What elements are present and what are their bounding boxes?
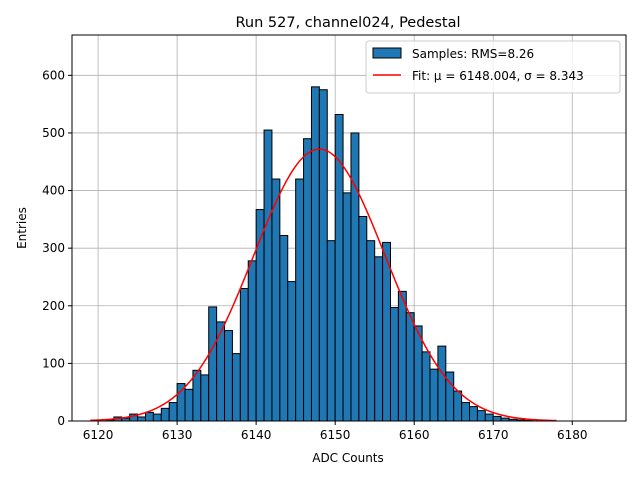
histogram-bar xyxy=(382,241,391,422)
histogram-bar xyxy=(224,330,233,422)
histogram-bar xyxy=(152,413,162,422)
histogram-bar xyxy=(350,132,360,422)
histogram-bar xyxy=(271,178,281,422)
histogram-bar xyxy=(405,312,415,422)
fit-curve xyxy=(90,148,557,422)
histogram-bar xyxy=(342,192,352,422)
y-tick-label: 200 xyxy=(42,299,65,313)
histogram-bar xyxy=(247,260,257,422)
histogram-bar xyxy=(461,402,471,422)
legend: Samples: RMS=8.26 Fit: μ = 6148.004, σ =… xyxy=(365,40,621,94)
histogram-bar xyxy=(200,374,210,422)
y-tick-label: 0 xyxy=(57,414,65,428)
y-tick-label: 100 xyxy=(42,356,65,370)
histogram-bar xyxy=(310,86,320,422)
histogram-bar xyxy=(469,406,478,422)
histogram-bar xyxy=(453,390,463,422)
histogram-bar xyxy=(326,240,336,422)
histogram-bar xyxy=(287,281,297,422)
plot-frame xyxy=(71,34,627,422)
legend-samples-label: Samples: RMS=8.26 xyxy=(412,47,534,61)
y-axis-label: Entries xyxy=(15,207,29,249)
histogram-bar xyxy=(484,413,494,422)
histogram-bar xyxy=(208,306,218,422)
x-axis-label: ADC Counts xyxy=(312,451,384,465)
histogram-bar xyxy=(492,415,502,422)
histogram-bar xyxy=(192,369,202,422)
legend-samples-swatch xyxy=(372,47,402,59)
histogram-bar xyxy=(437,345,447,422)
legend-fit-label: Fit: μ = 6148.004, σ = 8.343 xyxy=(412,69,584,83)
y-axis-ticks: 0 100 200 300 400 500 600 xyxy=(42,68,72,428)
histogram-bar xyxy=(239,287,249,422)
histogram-bar xyxy=(358,215,368,422)
histogram-bar xyxy=(295,178,305,422)
histogram-bar xyxy=(184,388,194,422)
histogram-bar xyxy=(137,416,146,422)
legend-box xyxy=(365,40,621,94)
histogram-bar xyxy=(168,402,178,422)
y-tick-label: 600 xyxy=(42,68,65,82)
histogram-bar xyxy=(263,129,273,422)
x-axis-ticks: 6120 6130 6140 6150 6160 6170 6180 xyxy=(83,421,588,442)
histogram-bar xyxy=(160,407,170,422)
histogram-bar xyxy=(421,351,431,422)
histogram-bar xyxy=(366,240,376,422)
x-tick-label: 6170 xyxy=(478,428,509,442)
histogram-bar xyxy=(279,234,289,422)
y-tick-label: 400 xyxy=(42,184,65,198)
chart-title: Run 527, channel024, Pedestal xyxy=(235,15,460,31)
histogram-bar xyxy=(144,411,154,422)
y-tick-label: 300 xyxy=(42,241,65,255)
histogram-bar xyxy=(318,89,328,422)
histogram-bar xyxy=(303,138,312,422)
histogram-bar xyxy=(429,368,439,422)
x-tick-label: 6150 xyxy=(320,428,351,442)
fit-curve-group xyxy=(90,148,557,422)
x-tick-label: 6140 xyxy=(241,428,272,442)
histogram-bar xyxy=(476,410,486,422)
y-tick-label: 500 xyxy=(42,126,65,140)
histogram-bar xyxy=(231,353,241,422)
histogram-bar xyxy=(397,290,407,422)
histogram-bar xyxy=(413,325,423,422)
x-tick-label: 6180 xyxy=(557,428,588,442)
x-tick-label: 6120 xyxy=(83,428,114,442)
x-tick-label: 6160 xyxy=(399,428,430,442)
histogram-bar xyxy=(389,307,399,422)
histogram-bar xyxy=(374,256,384,422)
x-tick-label: 6130 xyxy=(162,428,193,442)
